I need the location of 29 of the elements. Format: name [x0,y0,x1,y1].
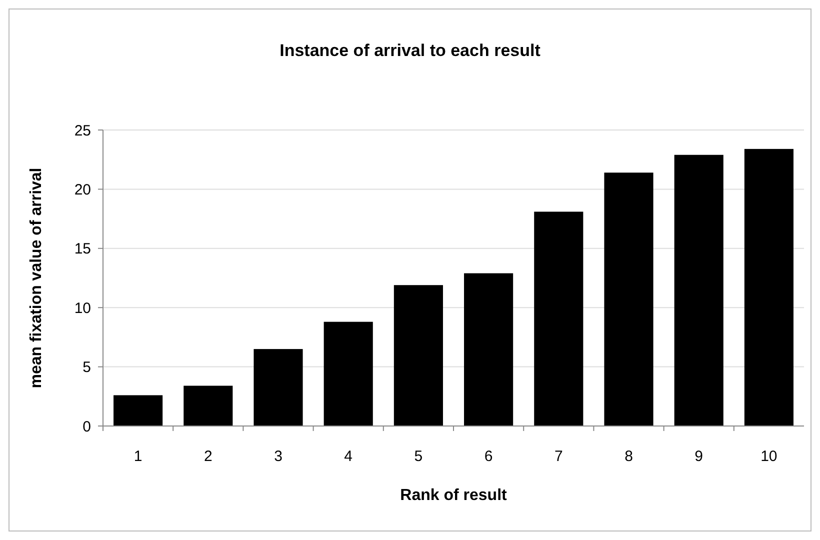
bar [324,322,373,426]
bar [114,395,163,426]
bar [464,273,514,426]
x-tick-label: 2 [204,448,212,465]
bar [394,285,443,426]
bar [604,172,654,426]
y-tick-label: 5 [82,359,91,376]
x-tick-label: 3 [274,448,282,465]
y-tick-label: 20 [74,181,91,198]
x-tick-label: 6 [484,448,493,465]
bar [534,212,584,426]
x-tick-label: 1 [134,448,142,465]
x-tick-label: 5 [414,448,423,465]
y-tick-label: 10 [74,300,91,317]
y-tick-label: 25 [74,122,91,140]
x-tick-label: 8 [624,448,633,465]
x-axis-title: Rank of result [400,487,508,504]
y-tick-label: 0 [82,418,91,436]
y-axis-title: mean fixation value of arrival [28,168,45,388]
x-tick-label: 7 [554,448,563,465]
x-tick-label: 4 [344,448,353,465]
bar [674,154,724,426]
x-tick-label: 10 [760,448,778,465]
bar [184,386,233,426]
bar [744,148,794,426]
chart-title: Instance of arrival to each result [280,41,541,60]
bar [254,349,303,426]
y-tick-label: 15 [74,240,91,258]
x-tick-label: 9 [694,448,704,465]
